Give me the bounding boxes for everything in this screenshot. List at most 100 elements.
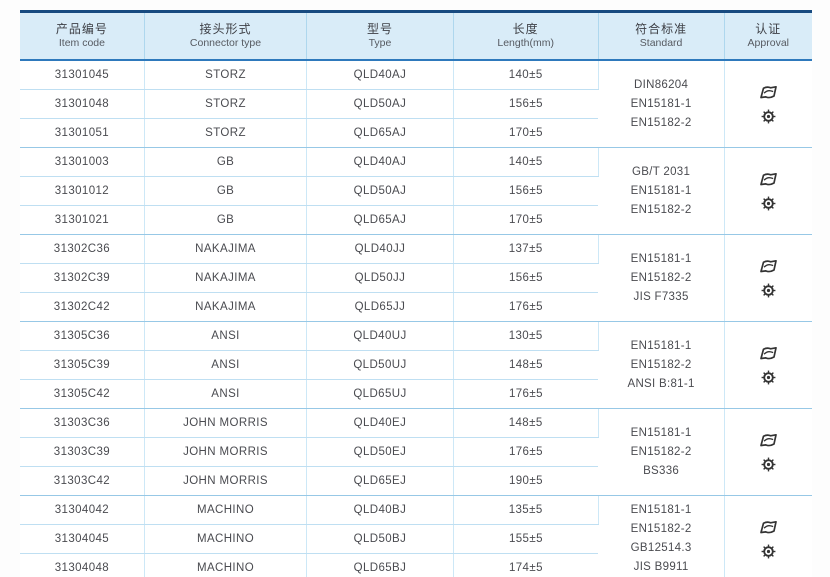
standard-line: EN15182-2 [630, 203, 692, 216]
length-cell: 156±5 [453, 89, 599, 119]
type-cell: QLD65AJ [306, 118, 454, 148]
type-cell: QLD40AJ [306, 60, 454, 90]
table-row: 31303C39 JOHN MORRIS QLD50EJ 176±5 [20, 437, 812, 467]
item-code-cell: 31301045 [20, 60, 145, 90]
type-cell: QLD65EJ [306, 466, 454, 496]
approval-icon-stack [729, 171, 808, 211]
item-code-cell: 31301051 [20, 118, 145, 148]
length-cell: 140±5 [453, 60, 599, 90]
approval-cell [724, 60, 812, 148]
approval-icon-stack [729, 84, 808, 124]
length-cell: 156±5 [453, 176, 599, 206]
approval-cell [724, 147, 812, 235]
standard-line: EN15182-2 [630, 116, 692, 129]
standard-cell: EN15181-1 EN15182-2 BS336 [598, 408, 725, 496]
wheelmark-gear-icon [761, 457, 776, 472]
length-cell: 170±5 [453, 118, 599, 148]
item-code-cell: 31301003 [20, 147, 145, 177]
standard-cell: DIN86204 EN15181-1 EN15182-2 [598, 60, 725, 148]
length-cell: 137±5 [453, 234, 599, 264]
table-row: 31301003 GB QLD40AJ 140±5 GB/T 2031 EN15181-1… [20, 147, 812, 235]
header-standard-en: Standard [639, 37, 683, 49]
standard-line: EN15181-1 [630, 426, 692, 439]
length-cell: 148±5 [453, 408, 599, 438]
length-cell: 190±5 [453, 466, 599, 496]
standard-cell: EN15181-1 EN15182-2 GB12514.3 JIS B9911 [598, 495, 725, 577]
approval-icon-stack [729, 432, 808, 472]
standard-cell: GB/T 2031 EN15181-1 EN15182-2 [598, 147, 725, 235]
header-length-en: Length(mm) [497, 37, 554, 49]
length-cell: 176±5 [453, 292, 599, 322]
length-cell: 148±5 [453, 350, 599, 380]
connector-type-cell: STORZ [144, 118, 308, 148]
type-cell: QLD50EJ [306, 437, 454, 467]
connector-type-cell: MACHINO [144, 553, 308, 577]
certificate-logo-icon [758, 84, 779, 100]
standard-line: JIS B9911 [633, 561, 689, 573]
table-row: 31302C42 NAKAJIMA QLD65JJ 176±5 [20, 292, 812, 322]
length-cell: 130±5 [453, 321, 599, 351]
standard-line: EN15181-1 [630, 252, 692, 265]
standard-line: GB12514.3 [630, 542, 692, 554]
standard-line: EN15181-1 [630, 504, 692, 516]
certificate-logo-icon [758, 171, 779, 187]
length-cell: 156±5 [453, 263, 599, 293]
standard-line: EN15182-2 [630, 271, 692, 284]
header-item-code-zh: 产品编号 [55, 22, 108, 36]
approval-cell [724, 321, 812, 409]
connector-type-cell: GB [144, 176, 308, 206]
header-connector-type: 接头形式 Connector type [144, 11, 308, 61]
length-cell: 170±5 [453, 205, 599, 235]
standard-line: EN15182-2 [630, 358, 692, 371]
table-row: 31305C39 ANSI QLD50UJ 148±5 [20, 350, 812, 380]
approval-icon-stack [729, 258, 808, 298]
certificate-logo-icon [758, 432, 779, 448]
approval-icon-stack [729, 519, 808, 559]
type-cell: QLD50JJ [306, 263, 454, 293]
type-cell: QLD40EJ [306, 408, 454, 438]
type-cell: QLD40JJ [306, 234, 454, 264]
header-item-code-en: Item code [58, 37, 105, 49]
table-row: 31301048 STORZ QLD50AJ 156±5 [20, 89, 812, 119]
standard-line: EN15182-2 [630, 523, 692, 535]
approval-cell [724, 495, 812, 577]
header-approval: 认证 Approval [724, 11, 812, 61]
table-row: 31305C42 ANSI QLD65UJ 176±5 [20, 379, 812, 409]
table-body: 31301045 STORZ QLD40AJ 140±5 DIN86204 EN15181… [20, 60, 812, 577]
connector-type-cell: NAKAJIMA [144, 263, 308, 293]
standard-line: JIS F7335 [633, 290, 689, 303]
standard-line: ANSI B:81-1 [627, 377, 695, 390]
item-code-cell: 31305C39 [20, 350, 145, 380]
connector-type-cell: GB [144, 147, 308, 177]
connector-type-cell: JOHN MORRIS [144, 408, 308, 438]
wheelmark-gear-icon [761, 370, 776, 385]
standard-line: DIN86204 [634, 78, 689, 91]
item-code-cell: 31301012 [20, 176, 145, 206]
type-cell: QLD65JJ [306, 292, 454, 322]
table-row: 31301051 STORZ QLD65AJ 170±5 [20, 118, 812, 148]
table-row: 31304042 MACHINO QLD40BJ 135±5 EN15181-1 EN15… [20, 495, 812, 577]
connector-type-cell: ANSI [144, 379, 308, 409]
table-row: 31303C36 JOHN MORRIS QLD40EJ 148±5 EN15181-1… [20, 408, 812, 496]
table-row: 31302C36 NAKAJIMA QLD40JJ 137±5 EN15181-1 EN1… [20, 234, 812, 322]
standard-line: EN15181-1 [630, 184, 692, 197]
item-code-cell: 31305C42 [20, 379, 145, 409]
type-cell: QLD65UJ [306, 379, 454, 409]
table-row: 31301045 STORZ QLD40AJ 140±5 DIN86204 EN15181… [20, 60, 812, 148]
type-cell: QLD40UJ [306, 321, 454, 351]
header-type: 型号 Type [306, 11, 454, 61]
item-code-cell: 31301048 [20, 89, 145, 119]
header-approval-zh: 认证 [755, 22, 782, 36]
type-cell: QLD50AJ [306, 89, 454, 119]
header-approval-en: Approval [747, 37, 789, 49]
connector-type-cell: MACHINO [144, 495, 308, 525]
item-code-cell: 31302C36 [20, 234, 145, 264]
header-connector-type-zh: 接头形式 [199, 22, 252, 36]
type-cell: QLD65AJ [306, 205, 454, 235]
item-code-cell: 31303C36 [20, 408, 145, 438]
table-row: 31301012 GB QLD50AJ 156±5 [20, 176, 812, 206]
connector-type-cell: GB [144, 205, 308, 235]
standard-line: EN15181-1 [630, 339, 692, 352]
type-cell: QLD40AJ [306, 147, 454, 177]
